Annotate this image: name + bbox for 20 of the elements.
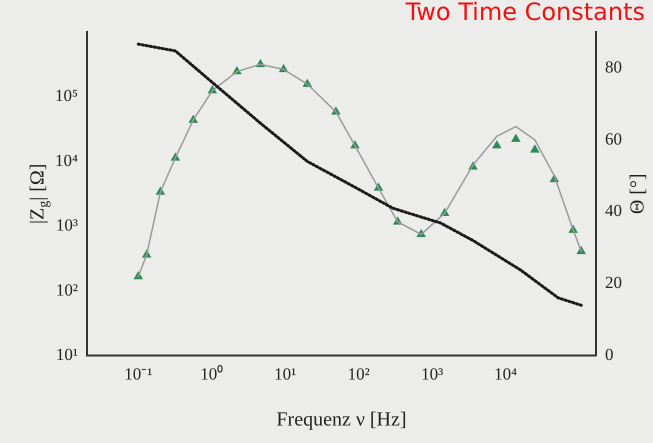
y2-tick-label: 80 <box>605 57 622 76</box>
y-tick-label: 10⁵ <box>54 86 78 106</box>
x-tick-label: 10⁻¹ <box>124 364 152 384</box>
x-tick-label: 10³ <box>421 364 444 384</box>
x-axis-title: Frequenz ν [Hz] <box>276 408 407 430</box>
x-tick-label: 10¹ <box>274 364 296 384</box>
y2-axis-title: Θ [°] <box>626 173 648 214</box>
y2-tick-label: 40 <box>605 201 622 220</box>
y2-tick-label: 60 <box>605 129 622 148</box>
y-tick-label: 10¹ <box>56 345 78 364</box>
y2-tick-label: 0 <box>605 345 614 364</box>
x-tick-label: 10² <box>348 364 370 384</box>
chart-title: Two Time Constants <box>404 0 645 26</box>
y-tick-label: 10⁴ <box>54 150 78 170</box>
y-tick-label: 10² <box>56 280 78 300</box>
y-tick-label: 10³ <box>56 216 78 235</box>
y2-tick-label: 20 <box>605 273 622 292</box>
y-axis-title: |Zg| [Ω] <box>26 164 52 224</box>
x-tick-label: 10⁰ <box>200 364 224 384</box>
x-tick-label: 10⁴ <box>494 364 518 384</box>
